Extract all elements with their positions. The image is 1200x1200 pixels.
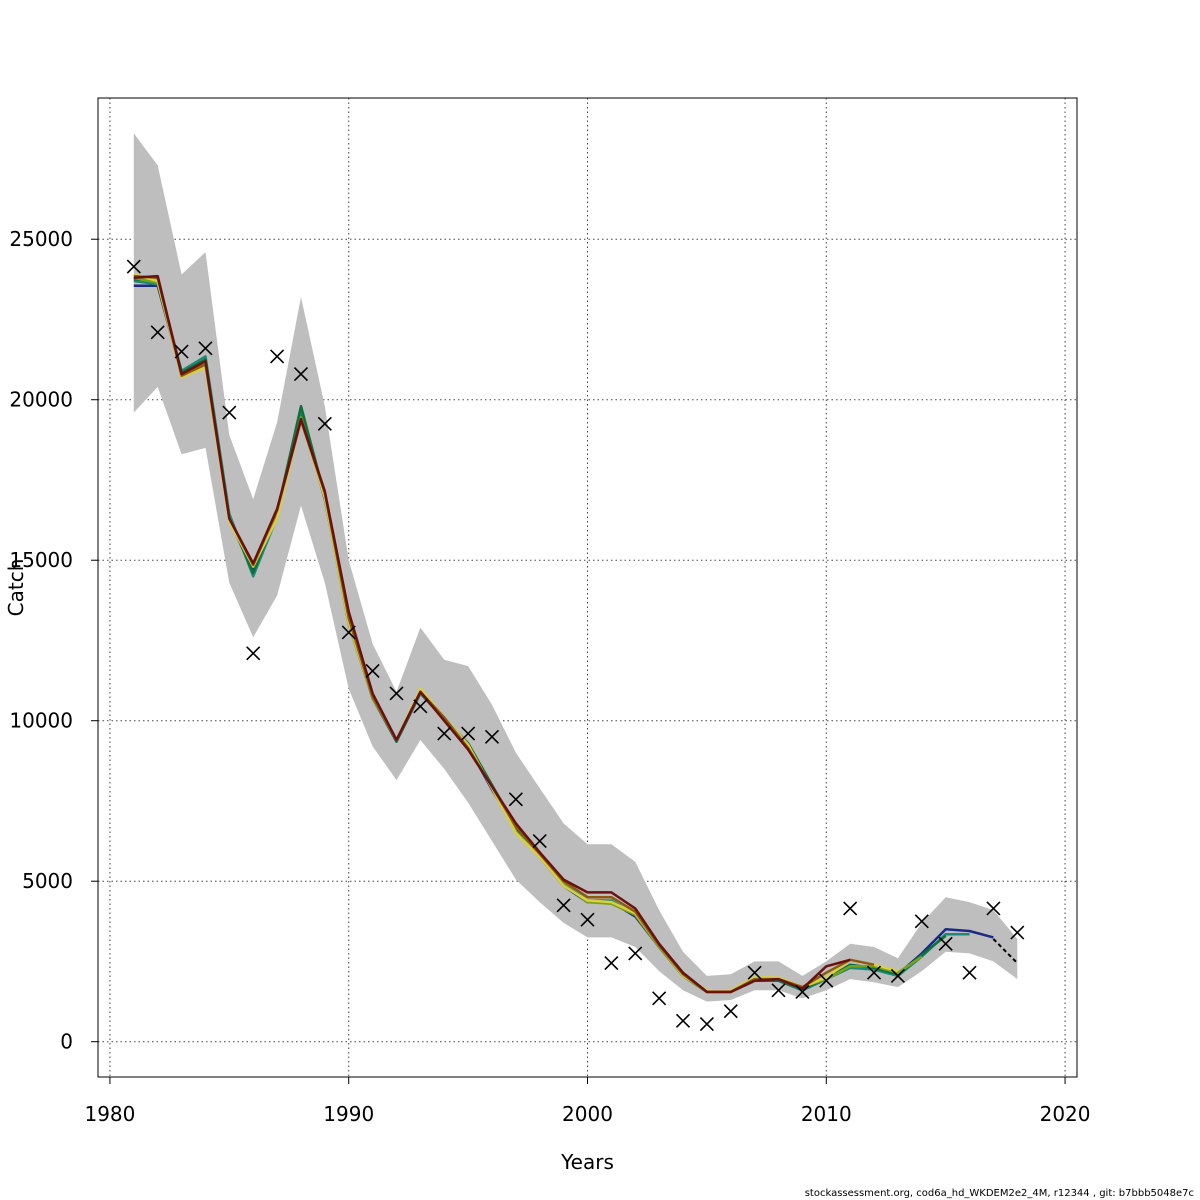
y-axis: 0 5000 10000 15000 20000 25000 bbox=[9, 227, 99, 1054]
x-tick-label: 2020 bbox=[1040, 1102, 1091, 1126]
observation-point bbox=[986, 901, 1001, 916]
observation-point bbox=[484, 729, 500, 744]
y-tick-label: 5000 bbox=[22, 869, 73, 893]
observation-point bbox=[771, 983, 786, 998]
y-tick-label: 0 bbox=[60, 1030, 73, 1054]
observation-point bbox=[675, 1013, 691, 1028]
observation-point bbox=[652, 991, 667, 1006]
y-tick-label: 25000 bbox=[9, 227, 73, 251]
observation-point bbox=[437, 726, 452, 741]
observation-point bbox=[174, 344, 189, 359]
y-tick-label: 20000 bbox=[9, 388, 73, 412]
observation-point bbox=[699, 1016, 714, 1032]
observation-point bbox=[270, 349, 285, 364]
x-axis: 1980 1990 2000 2010 2020 bbox=[84, 1076, 1091, 1126]
y-tick-label: 10000 bbox=[9, 709, 73, 733]
series-line-7 bbox=[133, 274, 851, 994]
confidence-band bbox=[133, 133, 1018, 1002]
observation-markers bbox=[126, 259, 1025, 1032]
observation-point bbox=[604, 955, 619, 971]
observation-point bbox=[819, 973, 834, 988]
x-tick-label: 1980 bbox=[84, 1102, 135, 1126]
observation-point bbox=[795, 984, 810, 1000]
observation-point bbox=[508, 792, 523, 807]
y-axis-title: Catch bbox=[4, 559, 28, 617]
observation-point bbox=[461, 726, 476, 741]
observation-point bbox=[150, 325, 165, 340]
observation-point bbox=[1010, 925, 1025, 940]
observation-point bbox=[413, 699, 428, 714]
observation-point bbox=[246, 646, 261, 661]
credit-text: stockassessment.org, cod6a_hd_WKDEM2e2_4… bbox=[805, 1188, 1194, 1199]
observation-point bbox=[365, 663, 380, 679]
observation-point bbox=[914, 914, 929, 929]
observation-point bbox=[962, 965, 977, 980]
observation-point bbox=[198, 341, 213, 356]
observation-point bbox=[532, 834, 547, 849]
observation-point bbox=[890, 968, 905, 983]
observation-point bbox=[580, 912, 595, 927]
observation-point bbox=[938, 936, 953, 951]
series-line-8 bbox=[992, 938, 1019, 964]
x-tick-label: 1990 bbox=[323, 1102, 374, 1126]
observation-point bbox=[723, 1004, 738, 1019]
x-tick-label: 2010 bbox=[801, 1102, 852, 1126]
x-tick-label: 2000 bbox=[562, 1102, 613, 1126]
observation-point bbox=[747, 965, 762, 980]
observation-point bbox=[293, 366, 309, 382]
observation-point bbox=[843, 901, 858, 916]
series-lines bbox=[133, 273, 1019, 994]
observation-point bbox=[866, 965, 882, 980]
observation-point bbox=[628, 946, 643, 961]
observation-point bbox=[126, 259, 141, 274]
y-tick-label: 15000 bbox=[9, 548, 73, 572]
series-line-6 bbox=[133, 274, 875, 994]
x-axis-title: Years bbox=[560, 1150, 614, 1174]
observation-point bbox=[317, 416, 332, 431]
observation-point bbox=[341, 625, 356, 640]
observation-point bbox=[556, 898, 571, 913]
observation-point bbox=[389, 686, 404, 701]
observation-point bbox=[222, 405, 237, 420]
series-line-5 bbox=[133, 273, 899, 992]
